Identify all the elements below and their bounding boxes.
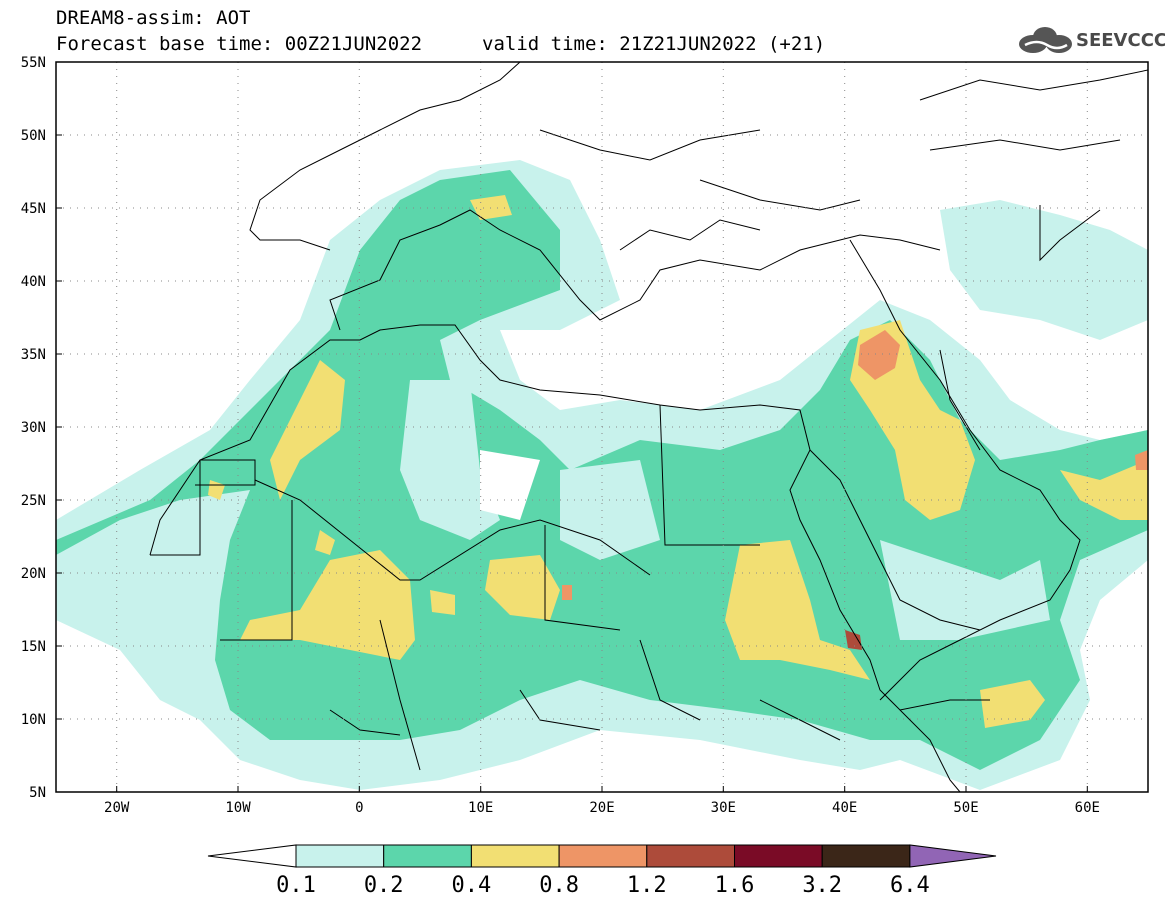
lat-label: 35N — [21, 347, 46, 363]
lon-label: 20W — [104, 800, 130, 816]
lon-label: 0 — [355, 800, 363, 816]
colorbar-segment — [558, 844, 648, 868]
lon-label: 10E — [468, 800, 493, 816]
colorbar-segment — [383, 844, 472, 868]
lon-label: 60E — [1075, 800, 1100, 816]
lat-label: 10N — [21, 712, 46, 728]
colorbar-labels: 0.1 0.2 0.4 0.8 1.2 1.6 3.2 6.4 — [276, 873, 930, 898]
colorbar-label: 0.1 — [276, 873, 316, 898]
longitude-labels: 20W 10W 0 10E 20E 30E 40E 50E 60E — [104, 800, 1100, 816]
colorbar — [207, 844, 997, 868]
colorbar-segment — [295, 844, 385, 868]
lat-label: 45N — [21, 201, 46, 217]
lon-label: 50E — [953, 800, 978, 816]
valid-time: valid time: 21Z21JUN2022 (+21) — [482, 33, 826, 55]
colorbar-label: 0.4 — [452, 873, 492, 898]
lon-label: 10W — [225, 800, 251, 816]
lat-label: 55N — [21, 55, 46, 71]
colorbar-over-arrow — [909, 844, 997, 868]
lat-label: 20N — [21, 566, 46, 582]
lat-label: 50N — [21, 128, 46, 144]
colorbar-segment — [821, 844, 911, 868]
colorbar-label: 0.8 — [539, 873, 579, 898]
colorbar-segment — [646, 844, 735, 868]
lon-label: 20E — [589, 800, 614, 816]
lat-label: 30N — [21, 420, 46, 436]
colorbar-label: 3.2 — [802, 873, 842, 898]
coastlines — [149, 62, 1148, 792]
forecast-base-time: Forecast base time: 00Z21JUN2022 — [56, 33, 423, 55]
colorbar-segment — [734, 844, 823, 868]
colorbar-label: 1.6 — [715, 873, 755, 898]
lon-label: 30E — [711, 800, 736, 816]
colorbar-under-arrow — [207, 844, 297, 868]
graticule — [56, 62, 1148, 792]
lat-label: 5N — [29, 785, 46, 801]
colorbar-segment — [470, 844, 560, 868]
latitude-labels: 55N 50N 45N 40N 35N 30N 25N 20N 15N 10N … — [21, 55, 46, 801]
colorbar-label: 0.2 — [364, 873, 404, 898]
logo-text: SEEVCCC — [1076, 30, 1165, 51]
lon-label: 40E — [832, 800, 857, 816]
axis-ticks — [56, 61, 1088, 793]
map-title: DREAM8-assim: AOT — [56, 7, 251, 29]
colorbar-label: 6.4 — [890, 873, 930, 898]
lat-label: 40N — [21, 274, 46, 290]
colorbar-label: 1.2 — [627, 873, 667, 898]
cloud-icon — [1019, 27, 1072, 53]
lat-label: 25N — [21, 493, 46, 509]
lat-label: 15N — [21, 639, 46, 655]
